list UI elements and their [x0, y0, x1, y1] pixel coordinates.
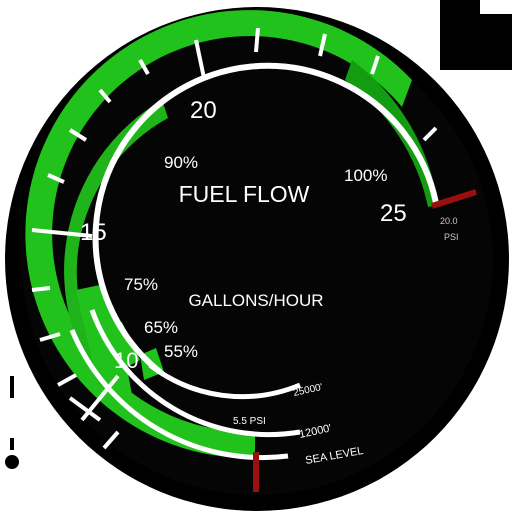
pressure-label-20-0: 20.0: [440, 216, 458, 226]
scale-label-10: 10: [114, 348, 138, 373]
gauge-title: FUEL FLOW: [179, 181, 310, 207]
percent-label-90: 90%: [164, 153, 198, 172]
pressure-label-psi: PSI: [444, 232, 459, 242]
green-arc-outer: [25, 10, 412, 459]
percent-label-65: 65%: [144, 318, 178, 337]
gauge-face: [21, 23, 493, 495]
scale-arc-main: [92, 62, 439, 375]
pressure-label-5-5: 5.5 PSI: [233, 416, 266, 427]
scale-arc-25000: [148, 363, 301, 400]
percent-label-75: 75%: [124, 275, 158, 294]
scale-label-25: 25: [380, 200, 407, 227]
tick-marks: [31, 27, 438, 450]
red-limit-marker-right: [431, 189, 477, 209]
green-arc-inner: [64, 100, 168, 400]
scale-arc-12000: [89, 309, 301, 438]
gauge-units: GALLONS/HOUR: [188, 291, 323, 310]
percent-label-55: 55%: [164, 342, 198, 361]
scale-label-20: 20: [190, 97, 217, 124]
scale-label-15: 15: [80, 219, 107, 246]
corner-block-top-right-upper: [480, 0, 512, 14]
percent-label-100: 100%: [344, 166, 387, 185]
scale-arc-sea-level: [69, 329, 289, 461]
mounting-screw-icon: [5, 376, 19, 469]
